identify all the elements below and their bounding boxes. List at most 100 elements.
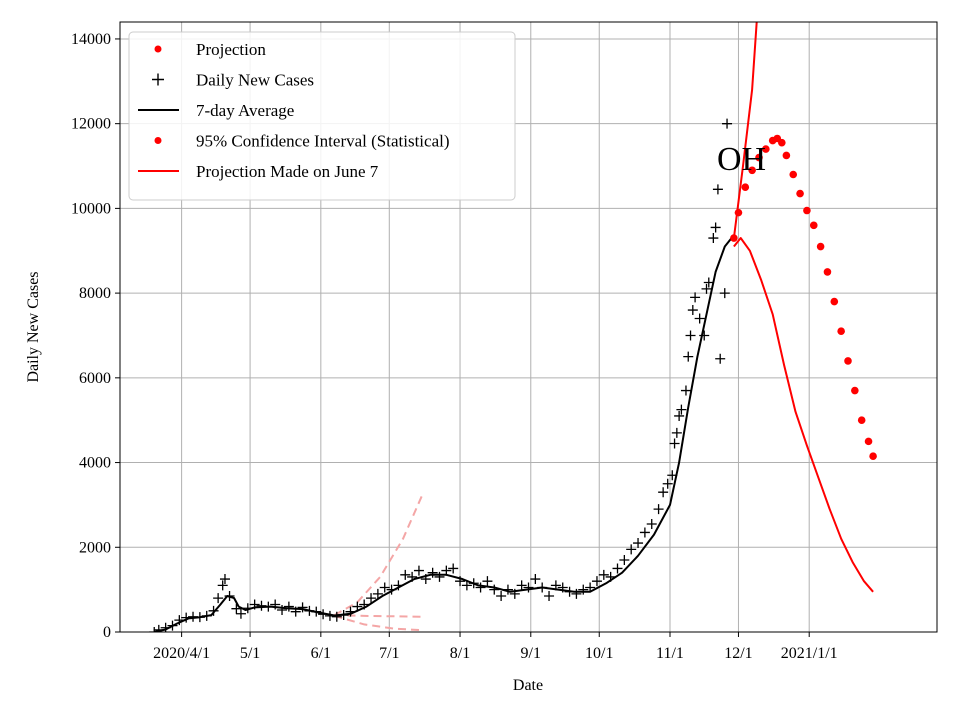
data-point bbox=[701, 283, 712, 294]
data-point bbox=[544, 590, 555, 601]
x-tick-label: 12/1 bbox=[724, 645, 752, 662]
data-point bbox=[181, 612, 192, 623]
data-point bbox=[270, 599, 281, 610]
data-point bbox=[167, 620, 178, 631]
series-95-confidence-interval-statistical-lower bbox=[733, 237, 874, 593]
data-point bbox=[448, 563, 459, 574]
legend-item: 7-day Average bbox=[138, 101, 294, 120]
data-point bbox=[461, 580, 472, 591]
data-point bbox=[741, 183, 750, 192]
data-point bbox=[722, 118, 733, 129]
data-point bbox=[564, 586, 575, 597]
data-point bbox=[372, 588, 383, 599]
data-point bbox=[762, 145, 770, 153]
data-point bbox=[571, 588, 582, 599]
data-point bbox=[468, 578, 479, 589]
data-point bbox=[393, 580, 404, 591]
y-tick-label: 8000 bbox=[79, 285, 111, 302]
data-point bbox=[455, 576, 466, 587]
legend-item: Projection bbox=[154, 40, 266, 59]
x-tick-label: 2021/1/1 bbox=[781, 645, 838, 662]
data-point bbox=[687, 305, 698, 316]
data-point bbox=[475, 582, 486, 593]
data-point bbox=[837, 327, 845, 336]
data-point bbox=[352, 601, 363, 612]
data-point bbox=[224, 590, 235, 601]
data-point bbox=[297, 602, 308, 613]
data-point bbox=[420, 574, 431, 585]
legend-item: 95% Confidence Interval (Statistical) bbox=[154, 132, 450, 151]
data-point bbox=[311, 606, 322, 617]
data-point bbox=[290, 606, 301, 617]
series-daily-new-cases bbox=[149, 118, 733, 632]
data-point bbox=[324, 610, 335, 621]
data-point bbox=[605, 571, 616, 582]
data-point bbox=[219, 574, 230, 585]
x-tick-label: 2020/4/1 bbox=[153, 645, 210, 662]
data-point bbox=[598, 569, 609, 580]
data-point bbox=[823, 268, 832, 276]
data-point bbox=[557, 582, 568, 593]
x-axis-ticks: 2020/4/1 5/1 6/1 7/1 8/1 9/1 10/1 11/1 12/1 2021/… bbox=[153, 632, 838, 662]
series-line bbox=[732, 22, 758, 239]
series-projection-made-on-june-7-upper bbox=[334, 491, 425, 616]
data-point bbox=[304, 605, 315, 616]
data-point bbox=[710, 222, 721, 233]
data-point bbox=[386, 584, 397, 595]
data-point bbox=[149, 627, 160, 632]
data-point bbox=[869, 452, 877, 461]
data-point bbox=[680, 385, 691, 396]
data-point bbox=[755, 153, 763, 162]
y-tick-label: 4000 bbox=[79, 455, 111, 472]
data-point bbox=[550, 580, 561, 591]
data-point bbox=[669, 438, 680, 449]
data-point bbox=[496, 590, 507, 601]
data-point bbox=[719, 288, 730, 299]
data-point bbox=[201, 610, 212, 621]
data-point bbox=[703, 277, 714, 288]
data-point bbox=[685, 330, 696, 341]
data-point bbox=[194, 612, 205, 623]
data-point bbox=[748, 166, 756, 175]
series-line bbox=[733, 237, 874, 593]
y-tick-label: 6000 bbox=[79, 370, 111, 387]
data-point bbox=[789, 170, 798, 179]
data-point bbox=[249, 599, 260, 610]
data-point bbox=[639, 527, 650, 538]
data-point bbox=[379, 582, 390, 593]
legend-label: 7-day Average bbox=[196, 101, 294, 120]
data-point bbox=[626, 544, 637, 555]
data-point bbox=[778, 138, 786, 147]
legend-item: Daily New Cases bbox=[152, 71, 314, 90]
data-point bbox=[523, 582, 534, 593]
series-line bbox=[334, 614, 424, 618]
data-point bbox=[400, 569, 411, 580]
data-point bbox=[809, 221, 818, 230]
data-point bbox=[803, 206, 811, 215]
data-point bbox=[359, 599, 370, 610]
data-point bbox=[676, 404, 687, 415]
data-point bbox=[671, 427, 682, 438]
data-point bbox=[482, 576, 493, 587]
data-point bbox=[796, 189, 804, 198]
data-point bbox=[427, 567, 438, 578]
data-point bbox=[263, 601, 274, 612]
x-tick-label: 7/1 bbox=[379, 645, 399, 662]
data-point bbox=[646, 518, 657, 529]
data-point bbox=[653, 504, 664, 515]
data-point bbox=[509, 588, 520, 599]
series-95-confidence-interval-statistical-upper bbox=[732, 22, 758, 239]
y-tick-label: 14000 bbox=[71, 31, 111, 48]
data-point bbox=[715, 353, 726, 364]
data-point bbox=[277, 604, 288, 615]
series-line bbox=[334, 491, 425, 616]
data-point bbox=[217, 580, 228, 591]
data-point bbox=[153, 624, 164, 632]
series-line bbox=[334, 614, 424, 632]
data-point bbox=[345, 606, 356, 617]
x-tick-label: 5/1 bbox=[240, 645, 260, 662]
data-point bbox=[782, 151, 791, 160]
data-point bbox=[844, 357, 852, 365]
data-point bbox=[694, 313, 705, 324]
